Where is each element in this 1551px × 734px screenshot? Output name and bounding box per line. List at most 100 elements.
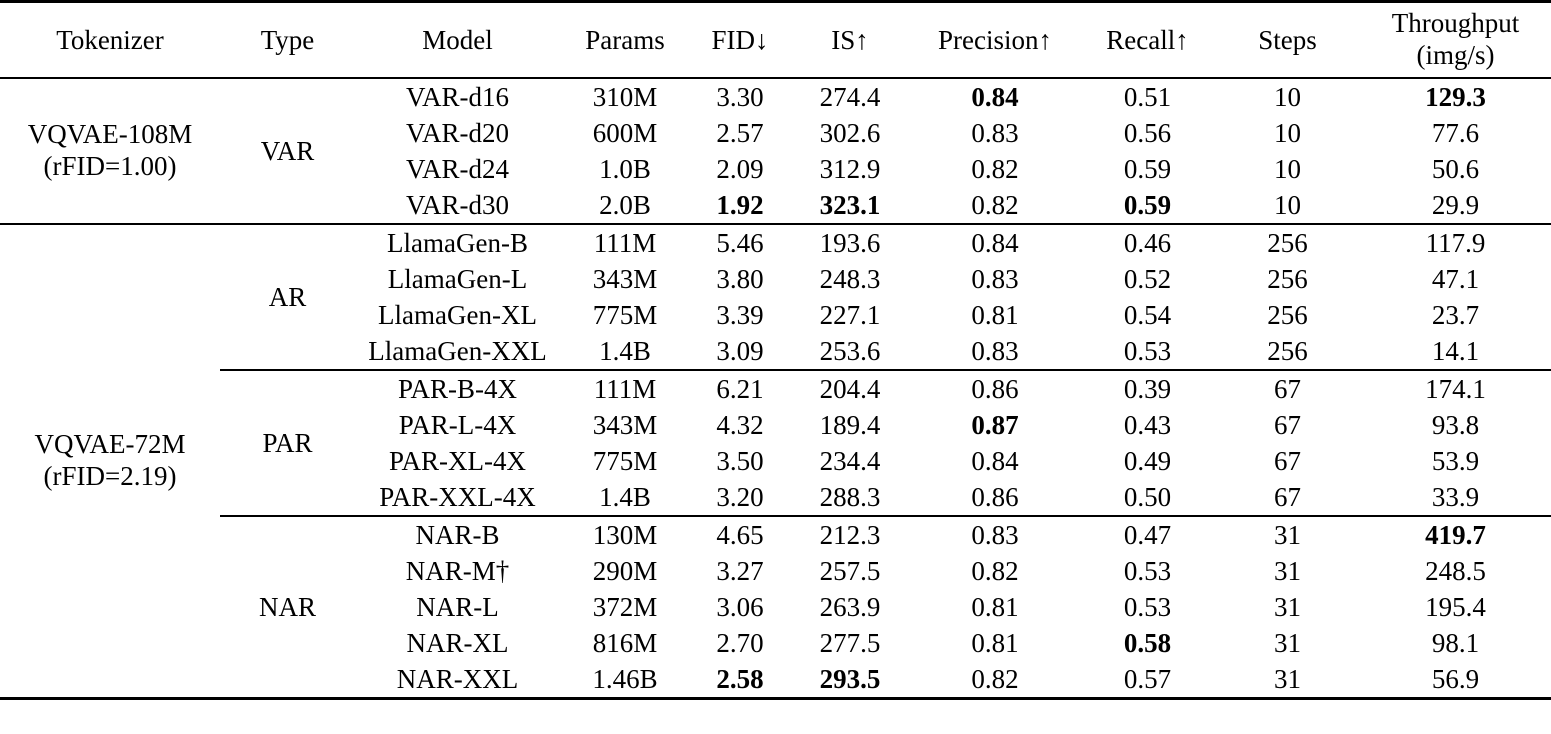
col-header-fid: FID↓	[690, 1, 790, 79]
cell-recall: 0.50	[1080, 479, 1215, 517]
cell-fid: 2.58	[716, 663, 764, 694]
col-header-model: Model	[355, 1, 560, 79]
table-row: LlamaGen-XXL 1.4B 3.09 253.6 0.83 0.53 256 14.1	[0, 333, 1551, 371]
type-section-cell: NAR	[258, 591, 316, 622]
cell-throughput: 129.3	[1425, 81, 1486, 112]
cell-is: 302.6	[819, 117, 881, 148]
cell-recall: 0.49	[1123, 445, 1172, 476]
table-row: PAR PAR-B-4X 111M 6.21 204.4 0.86 0.39 67 174.1	[0, 370, 1551, 517]
cell-params: 775M	[592, 445, 658, 476]
table-row: PAR-XL-4X 775M 3.50 234.4 0.84 0.49 67 53.9	[0, 443, 1551, 479]
cell-params: 111M	[593, 373, 657, 404]
col-header-tokenizer: Tokenizer	[0, 1, 220, 79]
cell-precision: 0.83	[971, 117, 1019, 148]
cell-throughput: 98.1	[1431, 627, 1480, 658]
cell-throughput: 29.9	[1360, 187, 1551, 225]
cell-params: 372M	[592, 591, 658, 622]
cell-throughput: 33.9	[1360, 479, 1551, 517]
cell-steps: 10	[1274, 117, 1301, 148]
cell-is: 248.3	[819, 263, 881, 294]
cell-steps: 256	[1267, 263, 1308, 294]
cell-throughput: 56.9	[1431, 663, 1480, 694]
cell-model: VAR-d24	[405, 153, 510, 184]
cell-model: NAR-B	[415, 519, 500, 550]
cell-recall: 0.43	[1123, 409, 1172, 440]
cell-params: 1.46B	[592, 663, 658, 694]
cell-recall: 0.58	[1123, 627, 1172, 658]
table-row: VAR-d20 600M 2.57 302.6 0.83 0.56 10 77.6	[0, 115, 1551, 151]
cell-throughput: 47.1	[1431, 263, 1480, 294]
cell-params: 816M	[592, 627, 658, 658]
cell-params: 600M	[592, 117, 658, 148]
type-section-cell: AR	[220, 224, 355, 371]
table-row: NAR-XXL 1.46B 2.58 293.5 0.82 0.57 31 56.9	[0, 661, 1551, 699]
cell-model: NAR-M†	[405, 555, 510, 586]
cell-fid: 3.06	[716, 591, 764, 622]
cell-params: 1.4B	[560, 479, 690, 517]
table-body: VQVAE-108M (rFID=1.00) VAR VAR-d16 310M 3.30 2…	[0, 78, 1551, 699]
col-header-throughput-line1: Throughput	[1391, 8, 1520, 39]
cell-recall: 0.52	[1123, 263, 1172, 294]
col-header-steps: Steps	[1215, 1, 1360, 79]
cell-is: 253.6	[790, 333, 910, 371]
cell-precision: 0.84	[971, 81, 1019, 112]
cell-throughput: 195.4	[1425, 591, 1486, 622]
cell-throughput: 419.7	[1425, 519, 1486, 550]
cell-model: PAR-XXL-4X	[355, 479, 560, 517]
cell-is: 274.4	[819, 81, 881, 112]
cell-is: 234.4	[819, 445, 881, 476]
col-header-throughput-line2: (img/s)	[1416, 40, 1495, 70]
cell-precision: 0.86	[971, 373, 1019, 404]
cell-is: 263.9	[819, 591, 881, 622]
cell-throughput: 248.5	[1425, 555, 1486, 586]
cell-precision: 0.83	[971, 263, 1019, 294]
results-table: Tokenizer Type Model Params FID↓ IS↑ Pre…	[0, 0, 1551, 700]
cell-fid: 3.20	[690, 479, 790, 517]
cell-params: 130M	[592, 519, 658, 550]
cell-fid: 2.09	[716, 153, 764, 184]
table-row: NAR-M† 290M 3.27 257.5 0.82 0.53 31 248.5	[0, 553, 1551, 589]
cell-throughput: 174.1	[1425, 373, 1486, 404]
cell-recall: 0.56	[1123, 117, 1172, 148]
table-row: PAR-L-4X 343M 4.32 189.4 0.87 0.43 67 93.8	[0, 407, 1551, 443]
cell-params: 111M	[593, 227, 657, 258]
cell-params: 1.0B	[599, 153, 651, 184]
cell-model: NAR-XXL	[396, 663, 519, 694]
cell-is: 189.4	[819, 409, 881, 440]
tokenizer-name: VQVAE-108M	[27, 119, 193, 150]
cell-precision: 0.81	[971, 299, 1019, 330]
cell-is: 227.1	[819, 299, 881, 330]
cell-model: PAR-L-4X	[398, 409, 517, 440]
type-section-cell: VAR	[220, 78, 355, 225]
table-row: PAR-XXL-4X 1.4B 3.20 288.3 0.86 0.50 67 33.9	[0, 479, 1551, 517]
cell-throughput: 23.7	[1431, 299, 1480, 330]
cell-is: 204.4	[819, 373, 881, 404]
cell-recall: 0.51	[1123, 81, 1172, 112]
tokenizer-name: VQVAE-72M	[34, 429, 186, 460]
cell-params: 775M	[592, 299, 658, 330]
cell-recall: 0.46	[1123, 227, 1172, 258]
cell-model: LlamaGen-B	[387, 227, 528, 258]
cell-precision: 0.82	[971, 663, 1019, 694]
type-section-cell: PAR	[220, 370, 355, 517]
cell-params: 310M	[592, 81, 658, 112]
cell-precision: 0.82	[971, 555, 1019, 586]
cell-fid: 3.09	[690, 333, 790, 371]
table-row: VAR-d24 1.0B 2.09 312.9 0.82 0.59 10 50.6	[0, 151, 1551, 187]
cell-is: 293.5	[819, 663, 881, 694]
table-row: NAR-XL 816M 2.70 277.5 0.81 0.58 31 98.1	[0, 625, 1551, 661]
cell-steps: 256	[1267, 299, 1308, 330]
cell-params: 343M	[592, 263, 658, 294]
cell-fid: 6.21	[716, 373, 764, 404]
cell-steps: 10	[1274, 81, 1301, 112]
cell-model: VAR-d16	[405, 81, 510, 112]
cell-precision: 0.81	[971, 591, 1019, 622]
cell-fid: 3.80	[716, 263, 764, 294]
cell-params: 2.0B	[560, 187, 690, 225]
cell-fid: 4.32	[716, 409, 764, 440]
cell-fid: 3.30	[716, 81, 764, 112]
cell-throughput: 14.1	[1360, 333, 1551, 371]
cell-recall: 0.53	[1080, 333, 1215, 371]
table-row: LlamaGen-L 343M 3.80 248.3 0.83 0.52 256 47.1	[0, 261, 1551, 297]
